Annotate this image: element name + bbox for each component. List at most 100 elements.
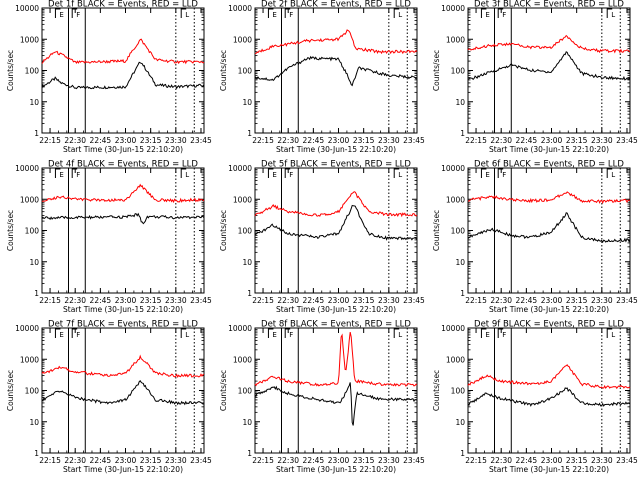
x-tick-label: 22:15: [252, 456, 274, 465]
marker-bracket: [180, 8, 187, 18]
plot-frame: [41, 327, 205, 454]
events-series-line: [254, 204, 418, 241]
x-tick-label: 23:00: [328, 296, 350, 305]
x-tick-label: 22:45: [90, 136, 112, 145]
events-series-line: [467, 212, 631, 244]
y-tick-label: 1: [460, 289, 465, 298]
x-axis-label: Start Time (30-Jun-15 22:10:20): [63, 465, 183, 474]
marker-bracket: [180, 328, 187, 338]
marker-bracket: [606, 8, 613, 18]
marker-label: L: [185, 331, 189, 339]
y-tick-label: 10000: [228, 324, 252, 333]
x-axis-label: Start Time (30-Jun-15 22:10:20): [63, 305, 183, 314]
x-tick-label: 23:15: [353, 296, 375, 305]
x-axis-label: Start Time (30-Jun-15 22:10:20): [276, 305, 396, 314]
chart-panel: Det 2f BLACK = Events, RED = LLD 1 10 100 10…: [219, 0, 425, 154]
marker-label: E: [485, 331, 489, 339]
y-axis-label: Counts/sec: [432, 50, 441, 91]
y-tick-label: 10: [29, 418, 39, 427]
marker-label: L: [185, 11, 189, 19]
y-tick-label: 10000: [15, 164, 39, 173]
chart-title: Det 5f BLACK = Events, RED = LLD: [261, 160, 411, 170]
marker-label: L: [611, 331, 615, 339]
x-tick-label: 22:30: [277, 296, 299, 305]
marker-label: L: [398, 331, 402, 339]
events-series-line: [467, 51, 631, 81]
marker-label: E: [59, 331, 63, 339]
x-tick-label: 22:30: [64, 136, 86, 145]
x-axis-label: Start Time (30-Jun-15 22:10:20): [276, 465, 396, 474]
marker-bracket: [54, 8, 61, 18]
chart-panel: Det 1f BLACK = Events, RED = LLD 1 10 100 10…: [6, 0, 212, 154]
x-tick-label: 23:45: [616, 296, 638, 305]
x-tick-label: 23:45: [403, 456, 425, 465]
x-tick-label: 23:30: [591, 456, 613, 465]
y-tick-label: 10000: [228, 4, 252, 13]
chart-panel: Det 3f BLACK = Events, RED = LLD 1 10 100 10…: [432, 0, 638, 154]
marker-bracket: [284, 328, 291, 338]
x-tick-label: 22:45: [303, 296, 325, 305]
x-tick-label: 23:15: [140, 296, 162, 305]
marker-bracket: [267, 168, 274, 178]
y-tick-label: 10: [29, 98, 39, 107]
events-series-line: [41, 212, 205, 225]
marker-bracket: [497, 328, 504, 338]
x-tick-label: 22:45: [303, 136, 325, 145]
x-tick-label: 23:15: [140, 136, 162, 145]
y-tick-label: 100: [451, 387, 466, 396]
marker-bracket: [393, 168, 400, 178]
x-tick-label: 23:15: [353, 136, 375, 145]
y-tick-label: 10: [242, 418, 252, 427]
y-tick-label: 1000: [233, 195, 252, 204]
y-axis-label: Counts/sec: [6, 210, 15, 251]
y-axis-label: Counts/sec: [6, 50, 15, 91]
x-tick-label: 23:30: [378, 296, 400, 305]
lld-series-line: [467, 364, 631, 390]
x-tick-label: 22:30: [490, 296, 512, 305]
y-tick-label: 1000: [233, 35, 252, 44]
y-tick-label: 10: [242, 258, 252, 267]
y-axis-label: Counts/sec: [432, 370, 441, 411]
x-tick-label: 23:30: [591, 136, 613, 145]
chart-panel: Det 7f BLACK = Events, RED = LLD 1 10 100 10…: [6, 320, 212, 475]
x-tick-label: 22:30: [64, 296, 86, 305]
y-axis-label: Counts/sec: [219, 370, 228, 411]
chart-panel: Det 6f BLACK = Events, RED = LLD 1 10 100 10…: [432, 160, 638, 315]
chart-panel: Det 4f BLACK = Events, RED = LLD 1 10 100 10…: [6, 160, 212, 315]
x-axis-label: Start Time (30-Jun-15 22:10:20): [489, 145, 609, 154]
y-tick-label: 100: [25, 227, 40, 236]
marker-label: F: [289, 171, 293, 179]
marker-bracket: [54, 168, 61, 178]
y-tick-label: 10: [455, 98, 465, 107]
x-tick-label: 23:00: [328, 136, 350, 145]
lld-series-line: [254, 29, 418, 55]
x-tick-label: 23:45: [616, 456, 638, 465]
plot-frame: [254, 7, 418, 134]
lld-series-line: [41, 38, 205, 65]
y-tick-label: 1: [247, 289, 252, 298]
x-tick-label: 22:15: [39, 456, 61, 465]
y-tick-label: 10: [455, 418, 465, 427]
marker-label: E: [485, 11, 489, 19]
x-tick-label: 22:45: [90, 456, 112, 465]
chart-title: Det 1f BLACK = Events, RED = LLD: [48, 0, 198, 10]
y-tick-label: 100: [451, 67, 466, 76]
marker-label: L: [398, 11, 402, 19]
marker-bracket: [393, 328, 400, 338]
y-tick-label: 10000: [15, 324, 39, 333]
marker-bracket: [606, 328, 613, 338]
y-tick-label: 1: [247, 449, 252, 458]
y-axis-label: Counts/sec: [219, 50, 228, 91]
x-tick-label: 23:00: [115, 296, 137, 305]
y-tick-label: 10000: [441, 164, 465, 173]
y-tick-label: 1000: [20, 35, 39, 44]
events-series-line: [467, 387, 631, 407]
chart-panel: Det 5f BLACK = Events, RED = LLD 1 10 100 10…: [219, 160, 425, 315]
plot-frame: [41, 167, 205, 294]
x-tick-label: 23:45: [190, 456, 212, 465]
x-tick-label: 23:00: [115, 136, 137, 145]
x-tick-label: 23:45: [190, 136, 212, 145]
marker-label: L: [398, 171, 402, 179]
chart-title: Det 9f BLACK = Events, RED = LLD: [474, 320, 624, 330]
y-axis-label: Counts/sec: [219, 210, 228, 251]
